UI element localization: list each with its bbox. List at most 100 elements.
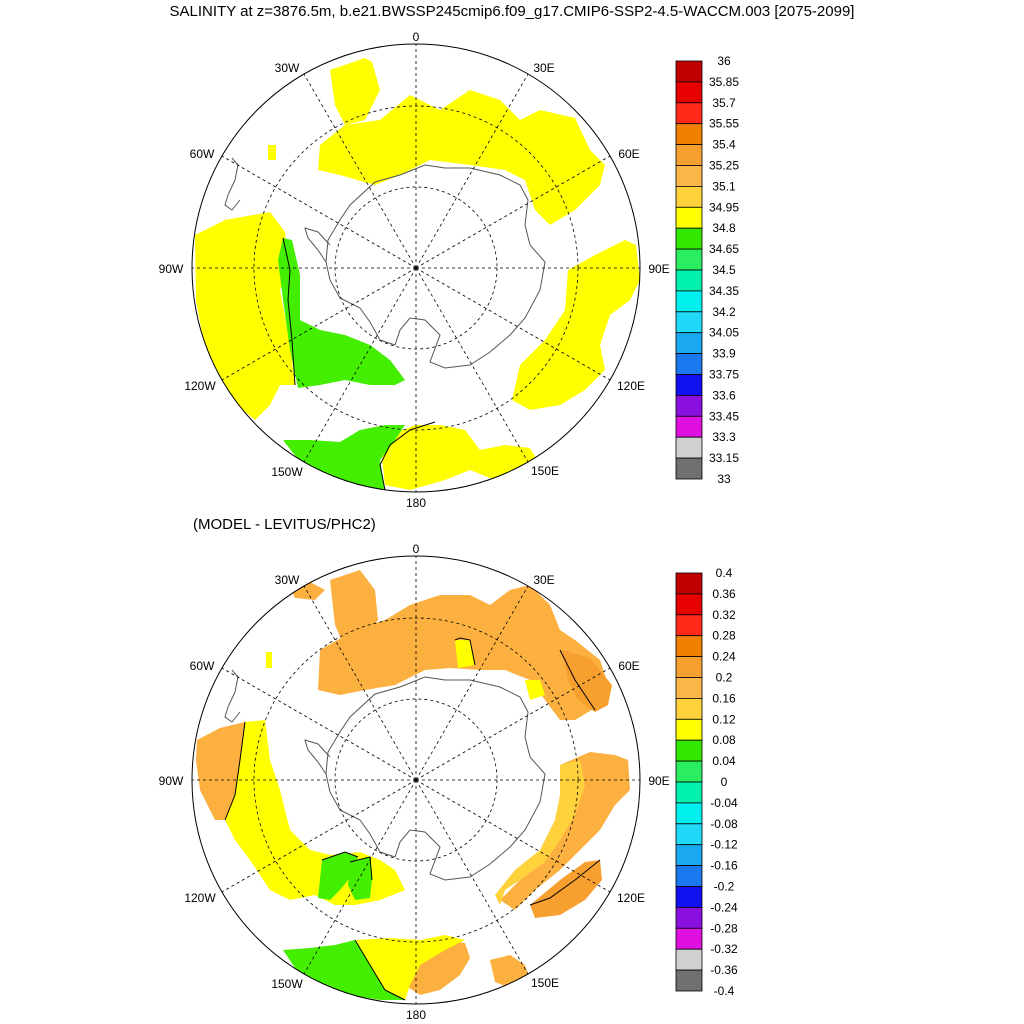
colorbar-swatch xyxy=(675,739,703,762)
contour-0.16 xyxy=(224,637,601,906)
colorbar-label: 35.25 xyxy=(709,159,739,173)
region-yellow-small-1 xyxy=(455,640,475,668)
lon-label-30w: 30W xyxy=(275,573,300,587)
lon-label-180: 180 xyxy=(406,496,426,510)
salinity-colorbar: 36 35.85 35.7 35.55 35.4 35.25 35.1 34.95 34.8 34… xyxy=(675,54,739,486)
colorbar-swatch xyxy=(675,572,703,595)
antarctic-peninsula xyxy=(304,739,331,775)
region-yellow-atlantic-indian xyxy=(318,90,605,225)
colorbar-label: -0.2 xyxy=(714,880,735,894)
colorbar-swatch xyxy=(675,593,703,616)
colorbar-label: 34.05 xyxy=(709,326,739,340)
region-orange-pacific-west xyxy=(196,722,245,820)
colorbar-label: 0.28 xyxy=(712,629,736,643)
colorbar-swatch xyxy=(675,290,703,313)
region-yellow-pacific-west xyxy=(225,720,405,905)
colorbar-swatch xyxy=(675,102,703,125)
colorbar-label: -0.16 xyxy=(710,859,738,873)
south-america-tip xyxy=(224,157,241,211)
lon-label-60e: 60E xyxy=(618,147,639,161)
colorbar-swatch xyxy=(675,718,703,741)
region-green-pacific-south xyxy=(283,940,405,1000)
colorbar-swatch xyxy=(675,907,703,929)
lon-label-90w: 90W xyxy=(159,262,184,276)
difference-colorbar: 0.4 0.36 0.32 0.28 0.24 0.2 0.16 0.12 0.08 0.04 0 -… xyxy=(675,566,738,998)
colorbar-label: 34.5 xyxy=(712,263,736,277)
colorbar-swatch xyxy=(675,144,703,166)
salinity-field xyxy=(195,58,640,491)
colorbar-swatch xyxy=(675,123,703,145)
colorbar-label: 0.32 xyxy=(712,608,736,622)
colorbar-label: 33.75 xyxy=(709,368,739,382)
colorbar-swatch xyxy=(675,81,703,104)
lon-label-120w: 120W xyxy=(184,891,216,905)
lon-label-0: 0 xyxy=(413,30,420,44)
lon-label-60e: 60E xyxy=(618,659,639,673)
colorbar-label: 33.3 xyxy=(712,430,736,444)
colorbar-label: 0.2 xyxy=(716,671,733,685)
region-yellow-south-atlantic xyxy=(330,58,380,125)
colorbar-swatch xyxy=(675,269,703,292)
colorbar-swatch xyxy=(675,781,703,804)
lon-label-150e: 150E xyxy=(531,976,559,990)
lon-label-30e: 30E xyxy=(533,61,554,75)
lon-label-150e: 150E xyxy=(531,464,559,478)
colorbar-label: 0 xyxy=(721,775,728,789)
figure-title: SALINITY at z=3876.5m, b.e21.BWSSP245cmi… xyxy=(169,3,855,20)
colorbar-label: 33.15 xyxy=(709,451,739,465)
colorbar-swatch xyxy=(675,436,703,459)
colorbar-label: 0.4 xyxy=(716,566,733,580)
colorbar-swatch xyxy=(675,165,703,187)
region-darkorange-indian-se xyxy=(530,860,602,918)
region-yellow-pacific-west xyxy=(195,212,295,420)
region-yellow-pacific-south xyxy=(380,425,540,490)
colorbar-label: 0.36 xyxy=(712,587,736,601)
lon-label-120e: 120E xyxy=(617,379,645,393)
lon-label-60w: 60W xyxy=(190,147,215,161)
colorbar-swatch xyxy=(675,886,703,908)
colorbar-swatch xyxy=(675,927,703,950)
lon-label-120w: 120W xyxy=(184,379,216,393)
colorbar-label: 0.04 xyxy=(712,754,736,768)
south-america-tip xyxy=(224,669,241,723)
colorbar-swatch xyxy=(675,823,703,846)
colorbar-label: 0.24 xyxy=(712,650,736,664)
map-border xyxy=(191,555,641,1005)
difference-field xyxy=(196,570,630,1001)
colorbar-swatch xyxy=(675,248,703,271)
colorbar-label: 35.85 xyxy=(709,75,739,89)
region-light-orange-indian-east xyxy=(495,760,585,905)
colorbar-label: -0.36 xyxy=(710,963,738,977)
colorbar-label: 34.2 xyxy=(712,305,736,319)
colorbar-swatch xyxy=(675,802,703,825)
lon-label-180: 180 xyxy=(406,1008,426,1022)
colorbar-swatch xyxy=(675,227,703,250)
lon-label-0: 0 xyxy=(413,542,420,556)
colorbar-swatch xyxy=(675,635,703,658)
lon-label-30e: 30E xyxy=(533,573,554,587)
contour-34.8 xyxy=(282,237,436,491)
colorbar-label: -0.08 xyxy=(710,817,738,831)
colorbar-swatch xyxy=(675,374,703,396)
colorbar-label: -0.4 xyxy=(714,984,735,998)
colorbar-swatch xyxy=(675,353,703,375)
colorbar-label: 35.55 xyxy=(709,117,739,131)
contour-0.08 xyxy=(321,851,406,1001)
graticule xyxy=(192,44,640,492)
colorbar-label: 35.4 xyxy=(712,138,736,152)
antarctica-coastline xyxy=(325,164,546,369)
colorbar-label: 34.8 xyxy=(712,221,736,235)
antarctic-peninsula xyxy=(304,227,331,263)
lon-label-90e: 90E xyxy=(648,262,669,276)
colorbar-label: 34.95 xyxy=(709,200,739,214)
colorbar-swatch xyxy=(675,457,703,480)
colorbar-label: 34.35 xyxy=(709,284,739,298)
region-yellow-small-3 xyxy=(266,652,272,668)
difference-subtitle: (MODEL - LEVITUS/PHC2) xyxy=(193,516,376,533)
colorbar-label: 35.7 xyxy=(712,96,736,110)
colorbar-label: -0.28 xyxy=(710,921,738,935)
colorbar-label: 0.08 xyxy=(712,733,736,747)
colorbar-label: -0.24 xyxy=(710,900,738,914)
lon-label-60w: 60W xyxy=(190,659,215,673)
